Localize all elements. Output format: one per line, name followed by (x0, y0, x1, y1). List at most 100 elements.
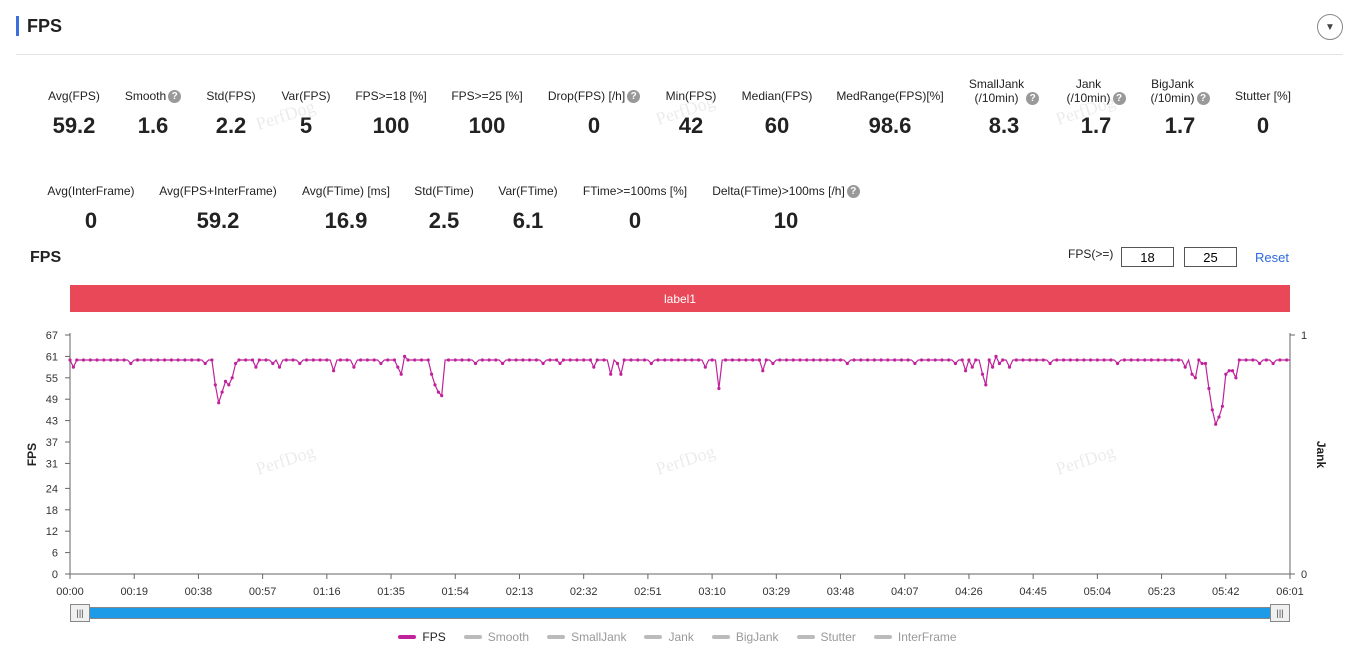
fps-threshold-label: FPS(>=) (1068, 247, 1114, 261)
fps-point (210, 358, 214, 362)
grip-icon[interactable]: ||| (1270, 604, 1290, 622)
fps-point (298, 361, 302, 366)
fps-point (609, 372, 613, 376)
fps-point (974, 358, 978, 362)
help-icon[interactable]: ? (1196, 92, 1210, 105)
fps-point (149, 358, 153, 362)
fps-point (1183, 365, 1187, 369)
fps-point (1227, 369, 1231, 373)
y-tick-label: 55 (46, 373, 58, 385)
legend-item[interactable]: Stutter (796, 630, 856, 644)
fps-point (1210, 408, 1214, 412)
legend-item[interactable]: FPS (398, 630, 446, 644)
metric-label-text: Avg(FTime) [ms] (301, 184, 390, 198)
fps-threshold-input-1[interactable] (1121, 247, 1174, 267)
metric-value: 98.6 (868, 113, 912, 138)
chart-legend: FPS Smooth SmallJank Jank BigJank Stutter Inte… (0, 630, 1355, 644)
label-band[interactable]: label1 (70, 285, 1290, 312)
help-icon[interactable]: ? (168, 90, 182, 103)
legend-item[interactable]: BigJank (711, 630, 779, 644)
fps-point (426, 358, 430, 362)
legend-swatch (547, 635, 566, 639)
metric-label: FPS>=18 [%] (355, 75, 426, 103)
metric-label: FPS>=25 [%] (451, 75, 522, 103)
fps-point (683, 358, 687, 362)
x-tick-label: 04:45 (1019, 586, 1047, 598)
fps-point (751, 358, 755, 362)
fps-point (1193, 376, 1197, 380)
y-tick-label: 12 (46, 526, 58, 538)
fps-point (592, 365, 596, 369)
metric: Smooth? 1.6 (73, 75, 233, 139)
fps-point (227, 383, 231, 387)
help-icon[interactable]: ? (627, 90, 641, 103)
metric-label: Avg(FPS) (48, 75, 100, 103)
legend-swatch (873, 635, 892, 639)
fps-point (649, 361, 653, 366)
legend-item[interactable]: Smooth (463, 630, 529, 644)
help-icon[interactable]: ? (1112, 92, 1126, 105)
metric-value: 0 (84, 208, 98, 233)
fps-point (670, 358, 674, 362)
fps-point (1136, 358, 1140, 362)
time-range-slider[interactable]: ||| ||| (70, 604, 1290, 622)
fps-point (778, 358, 782, 362)
fps-point (190, 358, 194, 362)
fps-threshold-input-2[interactable] (1184, 247, 1237, 267)
fps-point (379, 361, 383, 366)
reset-button[interactable]: Reset (1255, 250, 1289, 265)
metric: FTime>=100ms [%] 0 (555, 170, 715, 234)
legend-item[interactable]: InterFrame (873, 630, 957, 644)
fps-point (1220, 404, 1224, 408)
fps-point (690, 358, 694, 362)
metric-value: 42 (678, 113, 704, 138)
metric-value: 16.9 (324, 208, 368, 233)
fps-point (970, 365, 974, 369)
legend-swatch (398, 635, 417, 639)
help-icon[interactable]: ? (846, 185, 860, 198)
fps-point (984, 383, 988, 387)
fps-point (102, 358, 106, 362)
help-icon[interactable]: ? (1026, 92, 1040, 105)
x-tick-label: 01:35 (377, 586, 405, 598)
fps-point (352, 365, 356, 369)
chevron-down-icon[interactable]: ▼ (1317, 14, 1343, 40)
fps-point (872, 358, 876, 362)
fps-point (203, 361, 207, 366)
legend-item[interactable]: SmallJank (547, 630, 626, 644)
metric-label: Std(FTime) (414, 170, 474, 198)
y-tick-label: 0 (52, 569, 58, 581)
fps-chart[interactable]: 0 6 12 18 24 31 37 43 49 55 61 67 0 1 FPS Jank 00:00 00:1… (0, 318, 1355, 608)
slider-track[interactable] (70, 607, 1290, 619)
fps-point (845, 361, 849, 366)
fps-point (237, 358, 241, 362)
fps-point (109, 358, 113, 362)
fps-point (176, 358, 180, 362)
fps-point (291, 358, 295, 362)
fps-point (899, 358, 904, 362)
metric-value: 59.2 (196, 208, 240, 233)
x-tick-label: 05:23 (1148, 586, 1176, 598)
metric-value: 1.6 (137, 113, 169, 138)
legend-item[interactable]: Jank (644, 630, 694, 644)
x-tick-label: 06:01 (1276, 586, 1304, 598)
metric-label-text: Drop(FPS) [/h] (547, 89, 626, 103)
metric-value: 0 (1256, 113, 1270, 138)
fps-point (595, 358, 599, 362)
metric-value: 100 (468, 113, 506, 138)
fps-point (311, 358, 315, 362)
fps-point (994, 354, 998, 358)
legend-label: Stutter (820, 630, 856, 644)
fps-point (811, 358, 816, 362)
fps-point (558, 361, 562, 366)
metric-value: 6.1 (512, 208, 544, 233)
fps-point (913, 361, 917, 366)
grip-icon[interactable]: ||| (70, 604, 90, 622)
fps-point (1237, 358, 1241, 362)
fps-point (1034, 358, 1039, 362)
metric-label-text: Delta(FTime)>100ms [/h] (712, 184, 845, 198)
fps-point (220, 390, 224, 394)
x-tick-label: 00:19 (120, 586, 148, 598)
fps-point (392, 358, 396, 362)
fps-point (1014, 358, 1018, 362)
